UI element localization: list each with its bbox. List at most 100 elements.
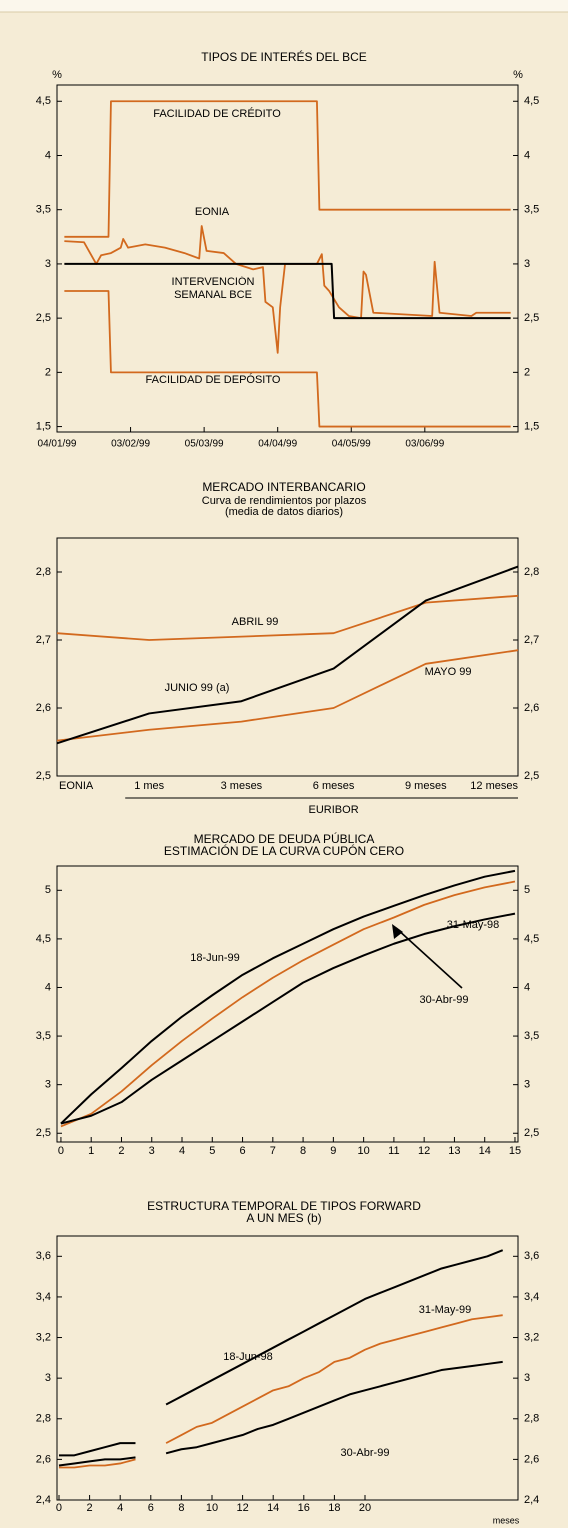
y-tick-label: 3 [45, 258, 51, 270]
x-tick-label: 2 [87, 1502, 93, 1514]
series-line [58, 1458, 136, 1469]
y2-tick-label: 2,8 [524, 566, 539, 578]
x-tick-label: 16 [298, 1502, 310, 1514]
x-tick-label: 11 [388, 1145, 399, 1157]
y2-tick-label: 2,4 [524, 1494, 539, 1506]
x-tick-label: 6 meses [313, 780, 355, 792]
x-tick-label: 20 [359, 1502, 371, 1514]
x-tick-label: 8 [178, 1502, 184, 1514]
series-line [64, 225, 511, 354]
arrow-head [392, 924, 403, 939]
series-label: 30-Abr-99 [341, 1447, 390, 1459]
y-tick-label: 3,2 [36, 1331, 51, 1343]
chart-title: MERCADO INTERBANCARIO [202, 480, 365, 494]
y-tick-label: 2,4 [36, 1494, 51, 1506]
y2-tick-label: 4,5 [524, 95, 539, 107]
chart-title: A UN MES (b) [246, 1211, 321, 1225]
y-tick-label: 2,5 [36, 770, 51, 782]
series-label: INTERVENCIÓN SEMANAL BCE [171, 276, 255, 301]
y-tick-label: 2,8 [36, 566, 51, 578]
x-tick-label: 1 mes [134, 780, 164, 792]
y-tick-label: 4,5 [36, 933, 51, 945]
arrow-shaft [395, 927, 463, 989]
series-line [165, 1249, 504, 1406]
y-tick-label: 4,5 [36, 95, 51, 107]
series-line [165, 1360, 503, 1455]
series-label: FACILIDAD DE CRÉDITO [153, 107, 281, 120]
y-tick-label: 3,6 [36, 1250, 51, 1262]
series-line [64, 100, 511, 238]
y-tick-label: 2,7 [36, 634, 51, 646]
series-label: 31-May-98 [447, 919, 500, 931]
y-tick-label: 2,5 [36, 312, 51, 324]
y2-tick-label: 1,5 [524, 420, 539, 432]
series-line [165, 1314, 503, 1444]
x-tick-label: 12 [418, 1145, 430, 1157]
x-tick-label: 15 [509, 1145, 521, 1157]
x-tick-label: 12 [236, 1502, 248, 1514]
y-tick-label: 2,5 [36, 1127, 51, 1139]
series-line [58, 1442, 136, 1457]
series-line [64, 290, 511, 428]
y-tick-label: 2 [45, 366, 51, 378]
series-label: JUNIO 99 (a) [165, 682, 230, 694]
plot-frame [56, 84, 519, 433]
y-tick-label: 3,5 [36, 204, 51, 216]
x-tick-label: 9 meses [405, 780, 447, 792]
series-line [60, 869, 516, 1125]
x-tick-label: 04/01/99 [38, 439, 77, 450]
x-tick-label: 04/04/99 [258, 439, 297, 450]
x-tick-label: 10 [358, 1145, 370, 1157]
y-tick-label: 4 [45, 149, 51, 161]
series-line [58, 1456, 136, 1467]
series-label: MAYO 99 [425, 666, 472, 678]
y2-tick-label: 2,5 [524, 770, 539, 782]
y2-tick-label: 3,2 [524, 1331, 539, 1343]
x-tick-label: 3 [149, 1145, 155, 1157]
top-band [0, 0, 568, 12]
x-tick-label: 2 [118, 1145, 124, 1157]
x-tick-label: 3 meses [221, 780, 263, 792]
y2-axis-label: % [513, 69, 523, 81]
y2-tick-label: 3,6 [524, 1250, 539, 1262]
x-tick-label: EONIA [59, 780, 94, 792]
y2-tick-label: 3,5 [524, 204, 539, 216]
y2-tick-label: 2,6 [524, 1453, 539, 1465]
y2-tick-label: 2 [524, 366, 530, 378]
y-axis-label: % [52, 69, 62, 81]
x-tick-label: 5 [209, 1145, 215, 1157]
y-tick-label: 2,6 [36, 1453, 51, 1465]
x-tick-label: 03/06/99 [405, 439, 444, 450]
x-tick-label: 9 [330, 1145, 336, 1157]
series-label: FACILIDAD DE DEPÓSITO [146, 373, 281, 386]
series-line [56, 565, 519, 745]
x-tick-label: 12 meses [470, 780, 518, 792]
y2-tick-label: 3 [524, 258, 530, 270]
x-tick-label: 6 [239, 1145, 245, 1157]
x-tick-label: 05/03/99 [185, 439, 224, 450]
x-tick-label: 13 [448, 1145, 460, 1157]
x-tick-label: 6 [148, 1502, 154, 1514]
chart-subtitle: Curva de rendimientos por plazos [202, 495, 367, 507]
series-line [56, 649, 519, 742]
y-tick-label: 2,6 [36, 702, 51, 714]
y-tick-label: 4 [45, 981, 51, 993]
y-tick-label: 3,5 [36, 1030, 51, 1042]
y-tick-label: 3,4 [36, 1291, 51, 1303]
x-tick-label: 4 [117, 1502, 123, 1514]
x-axis-label: meses [493, 1515, 520, 1525]
y-tick-label: 2,8 [36, 1413, 51, 1425]
y-tick-label: 5 [45, 884, 51, 896]
series-label-box: INTERVENCIÓN SEMANAL BCE [171, 276, 255, 301]
series-label: ABRIL 99 [232, 616, 279, 628]
series-label: EONIA [195, 206, 230, 218]
chart-title: TIPOS DE INTERÉS DEL BCE [201, 49, 367, 64]
x-tick-label: 4 [179, 1145, 185, 1157]
series-label: 31-May-99 [419, 1304, 472, 1316]
y-tick-label: 3 [45, 1372, 51, 1384]
y2-tick-label: 3 [524, 1079, 530, 1091]
x-tick-label: 10 [206, 1502, 218, 1514]
chart-title: ESTIMACIÓN DE LA CURVA CUPÓN CERO [164, 843, 404, 858]
x-tick-label: 1 [88, 1145, 94, 1157]
